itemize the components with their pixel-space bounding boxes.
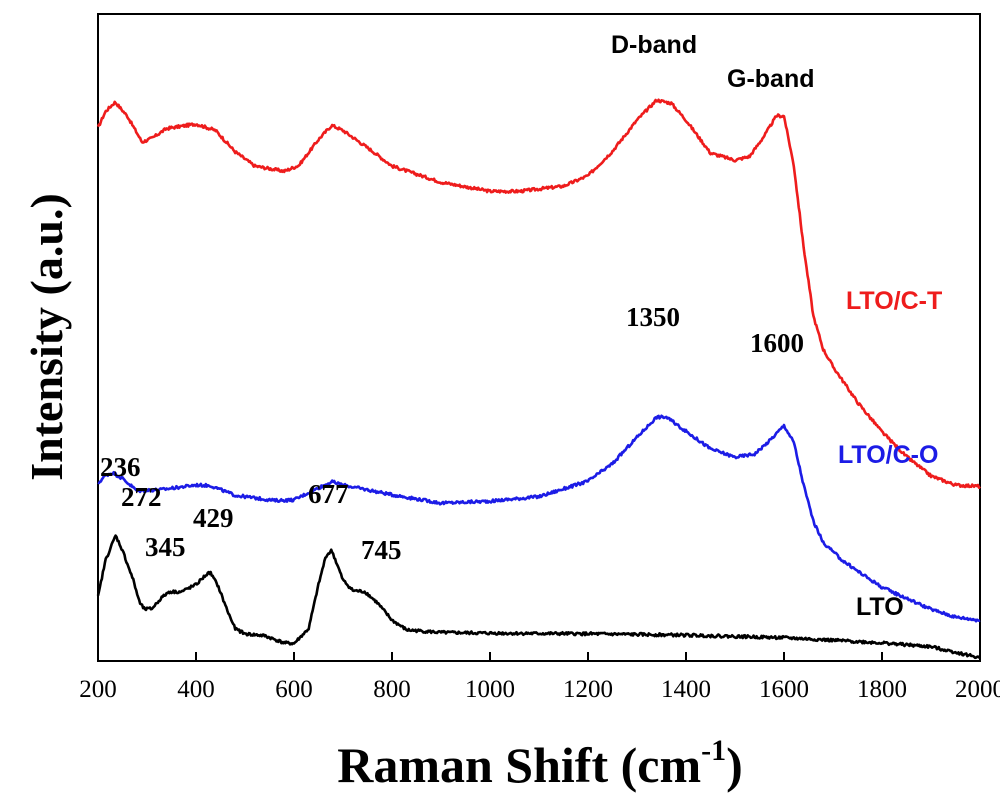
- series-line-lto-c-t: [96, 98, 981, 489]
- annotation-peak-272: 272: [121, 482, 162, 512]
- x-axis-title-superscript: -1: [701, 734, 726, 767]
- x-tick-label-2000: 2000: [955, 676, 1000, 703]
- x-axis-title-close: ): [726, 737, 743, 793]
- y-axis-title: Intensity (a.u.): [21, 193, 72, 481]
- x-tick-label-1800: 1800: [857, 676, 907, 703]
- x-tick-label-200: 200: [79, 676, 117, 703]
- series-line-lto: [96, 534, 981, 660]
- annotation-peak-429: 429: [193, 503, 234, 533]
- x-axis-title-main: Raman Shift (cm: [337, 737, 701, 793]
- annotation-g-band: G-band: [727, 65, 815, 93]
- plot-frame: [97, 13, 981, 662]
- annotation-d-band: D-band: [611, 31, 697, 59]
- x-axis: 200 400 600 800 1000 1200 1400 1600 1800 2000: [79, 652, 1000, 703]
- x-tick-label-1600: 1600: [759, 676, 809, 703]
- series-layer: [96, 98, 981, 660]
- annotation-peak-345: 345: [145, 532, 186, 562]
- x-tick-label-1200: 1200: [563, 676, 613, 703]
- x-axis-title: Raman Shift (cm-1): [337, 734, 743, 793]
- x-tick-label-600: 600: [275, 676, 313, 703]
- x-tick-label-400: 400: [177, 676, 215, 703]
- legend-label-lto-c-o: LTO/C-O: [838, 441, 938, 469]
- annotation-peak-1600: 1600: [750, 328, 804, 358]
- legend-label-lto: LTO: [856, 593, 904, 621]
- x-tick-label-800: 800: [373, 676, 411, 703]
- annotation-peak-745: 745: [361, 535, 402, 565]
- annotation-peak-1350: 1350: [626, 302, 680, 332]
- legend-label-lto-c-t: LTO/C-T: [846, 287, 942, 315]
- series-line-lto-c-o: [97, 414, 981, 623]
- annotation-peak-677: 677: [308, 479, 349, 509]
- annotation-peak-236: 236: [100, 452, 141, 482]
- x-tick-label-1000: 1000: [465, 676, 515, 703]
- x-tick-label-1400: 1400: [661, 676, 711, 703]
